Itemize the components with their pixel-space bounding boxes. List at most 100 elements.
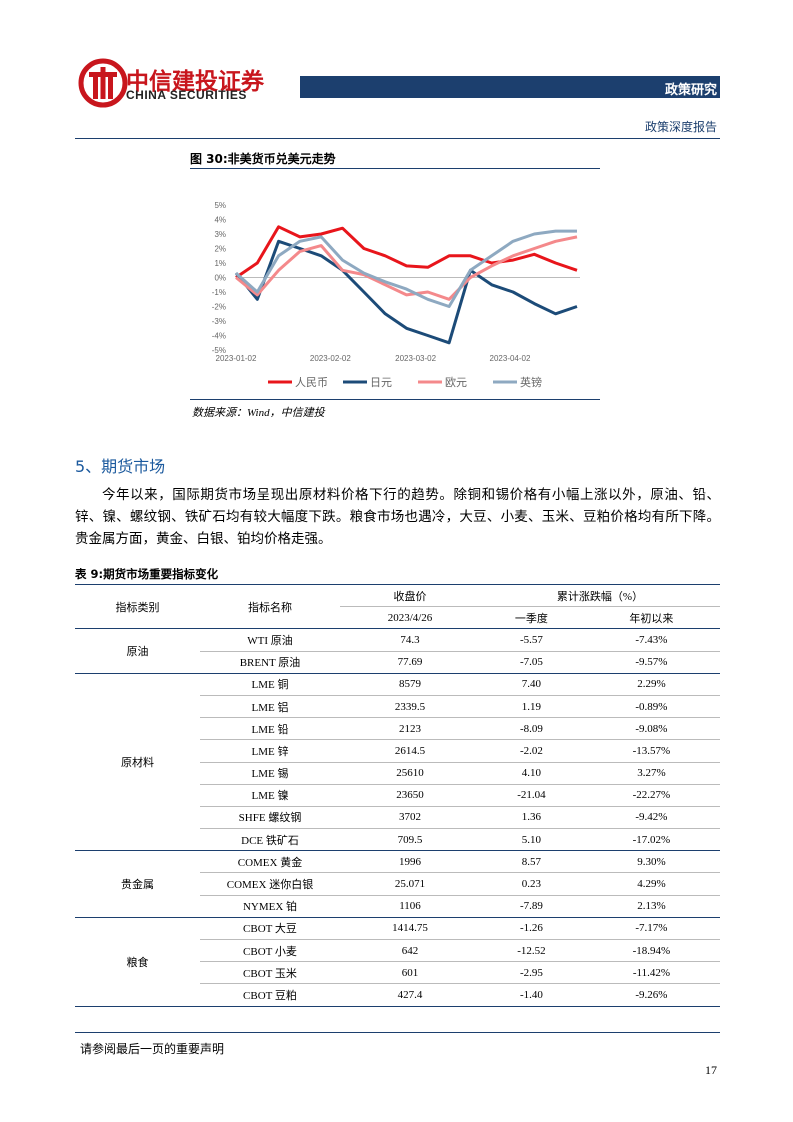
table-cell: COMEX 黄金: [200, 850, 340, 874]
y-tick-label: 2%: [214, 245, 226, 254]
y-tick-label: 0%: [214, 274, 226, 283]
table-cell: 2.29%: [582, 673, 720, 696]
y-tick-label: -2%: [212, 303, 226, 312]
table-row: 指标类别 指标名称 收盘价 累计涨跌幅（%）: [75, 585, 720, 630]
table-cell: 1996: [340, 850, 480, 874]
table-cell: 709.5: [340, 828, 480, 852]
y-tick-label: -5%: [212, 346, 226, 355]
table-cell: -9.26%: [582, 983, 720, 1007]
table-cell: LME 铜: [200, 673, 340, 696]
table-row: LME 锡 25610 4.10 3.27%: [75, 762, 720, 785]
table-cell: -21.04: [480, 784, 583, 807]
table-cell: CBOT 玉米: [200, 961, 340, 985]
table-cell: LME 铅: [200, 717, 340, 741]
table-row: 原材料 LME 铜 8579 7.40 2.29%: [75, 673, 720, 852]
table: 指标类别 指标名称 收盘价 累计涨跌幅（%） 2023/4/26 一季度 年初以来 原油 WTI…: [75, 585, 720, 1007]
table-cell: CBOT 大豆: [200, 917, 340, 941]
table-cell: 2123: [340, 717, 480, 741]
table-cell: -11.42%: [582, 961, 720, 985]
table-cell: 25610: [340, 762, 480, 785]
logo-en: CHINA SECURITIES: [126, 88, 247, 102]
table-cell: 原油: [75, 628, 200, 674]
table-cell: 8.57: [480, 850, 583, 874]
table-cell: -9.57%: [582, 651, 720, 674]
table-row: CBOT 豆粕 427.4 -1.40 -9.26%: [75, 983, 720, 1007]
table-cell: 原材料: [75, 673, 200, 852]
table-cell: 累计涨跌幅（%）: [480, 585, 720, 608]
y-tick-label: 1%: [214, 259, 226, 268]
table-row: CBOT 小麦 642 -12.52 -18.94%: [75, 939, 720, 963]
table-cell: LME 镍: [200, 784, 340, 807]
series-line: [235, 225, 578, 279]
header-section: 政策研究: [664, 83, 717, 98]
table-cell: -7.17%: [582, 917, 720, 941]
table-cell: -7.05: [480, 651, 583, 674]
table-row: CBOT 玉米 601 -2.95 -11.42%: [75, 961, 720, 985]
table-cell: 23650: [340, 784, 480, 807]
table-cell: COMEX 迷你白银: [200, 872, 340, 896]
x-tick-label: 2023-01-02: [216, 354, 257, 363]
x-tick-label: 2023-02-02: [310, 354, 351, 363]
header-rule: [75, 138, 720, 139]
figure-source: 数据来源：Wind，中信建投: [192, 407, 325, 419]
table-cell: -22.27%: [582, 784, 720, 807]
legend-label: 英镑: [520, 375, 542, 389]
series-line: [235, 229, 577, 308]
table-cell: NYMEX 铂: [200, 895, 340, 918]
series-line: [235, 235, 578, 301]
table-cell: -0.89%: [582, 695, 720, 719]
table-cell: 2023/4/26: [340, 606, 480, 630]
table-row: 2023/4/26 一季度 年初以来: [75, 606, 720, 630]
table-cell: 3702: [340, 806, 480, 830]
table-cell: 1.36: [480, 806, 583, 830]
table-cell: 指标类别: [75, 585, 200, 630]
table-row: COMEX 迷你白银 25.071 0.23 4.29%: [75, 872, 720, 896]
table-cell: CBOT 小麦: [200, 939, 340, 963]
table-cell: -17.02%: [582, 828, 720, 852]
paragraph: 今年以来，国际期货市场呈现出原材料价格下行的趋势。除铜和锡价格有小幅上涨以外，原…: [75, 487, 720, 546]
table-row: 粮食 CBOT 大豆 1414.75 -1.26 -7.17%: [75, 917, 720, 1007]
header-bar: [300, 76, 720, 98]
table-cell: SHFE 螺纹钢: [200, 806, 340, 830]
y-tick-label: -4%: [212, 332, 226, 341]
report-type: 政策深度报告: [644, 120, 717, 134]
figure-rule: [190, 168, 600, 169]
figure-rule: [190, 399, 600, 400]
table-row: LME 铅 2123 -8.09 -9.08%: [75, 717, 720, 741]
footer-notice: 请参阅最后一页的重要声明: [80, 1042, 225, 1056]
table-cell: WTI 原油: [200, 628, 340, 652]
table-cell: 25.071: [340, 872, 480, 896]
table-cell: 粮食: [75, 917, 200, 1007]
chart: 5% 4% 3% 2% 1% 0% -1% -2% -3% -4% -5%2023-01-02 202…: [212, 201, 580, 389]
table-cell: 601: [340, 961, 480, 985]
logo-icon: [78, 58, 128, 108]
y-tick-label: 4%: [214, 216, 226, 225]
table-cell: 9.30%: [582, 850, 720, 874]
table-cell: 年初以来: [582, 606, 720, 630]
table-cell: 7.40: [480, 673, 583, 696]
footer-rule: [75, 1032, 720, 1033]
table-cell: 4.29%: [582, 872, 720, 896]
logo-cn: 中信建投证券: [126, 69, 264, 95]
table-cell: DCE 铁矿石: [200, 828, 340, 852]
table-cell: 74.3: [340, 628, 480, 652]
table-cell: -9.42%: [582, 806, 720, 830]
table-cell: 0.23: [480, 872, 583, 896]
table-cell: 1414.75: [340, 917, 480, 941]
table-cell: -12.52: [480, 939, 583, 963]
table-cell: 642: [340, 939, 480, 963]
table-cell: 3.27%: [582, 762, 720, 785]
table-row: LME 铝 2339.5 1.19 -0.89%: [75, 695, 720, 719]
table-cell: 贵金属: [75, 850, 200, 918]
table-cell: -1.26: [480, 917, 583, 941]
y-tick-label: -1%: [212, 288, 226, 297]
table-row: SHFE 螺纹钢 3702 1.36 -9.42%: [75, 806, 720, 830]
legend-label: 人民币: [295, 376, 328, 389]
table-cell: CBOT 豆粕: [200, 983, 340, 1007]
table-cell: 一季度: [480, 606, 583, 630]
legend-label: 欧元: [445, 376, 467, 389]
table-cell: -2.95: [480, 961, 583, 985]
table-cell: 5.10: [480, 828, 583, 852]
table-row: 贵金属 COMEX 黄金 1996 8.57 9.30%: [75, 850, 720, 918]
table-rule: [75, 584, 720, 585]
